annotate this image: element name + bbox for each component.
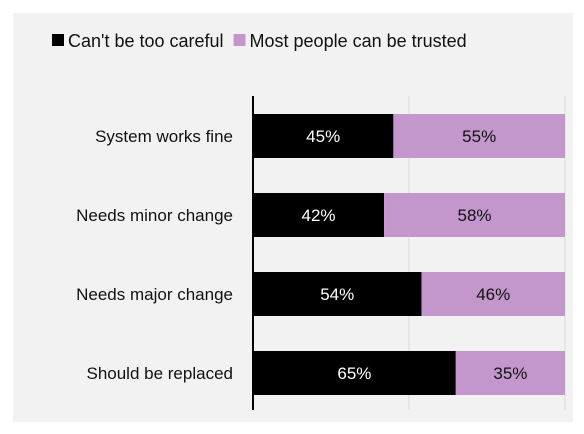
data-label: 46% bbox=[476, 285, 510, 304]
category-label: Needs major change bbox=[76, 285, 233, 304]
category-label: Should be replaced bbox=[86, 364, 233, 383]
legend-swatch bbox=[233, 34, 246, 46]
bar-segment-careful bbox=[253, 193, 385, 237]
bar-segment-trusted bbox=[455, 351, 565, 395]
legend: Can't be too careful Most people can be t… bbox=[52, 31, 467, 51]
data-label: 35% bbox=[493, 364, 527, 383]
legend-label: Most people can be trusted bbox=[250, 31, 467, 51]
bar-segment-trusted bbox=[384, 193, 565, 237]
data-label: 58% bbox=[458, 206, 492, 225]
data-label: 42% bbox=[302, 206, 336, 225]
bar-segment-careful bbox=[253, 114, 394, 158]
legend-label: Can't be too careful bbox=[68, 31, 224, 51]
data-label: 65% bbox=[337, 364, 371, 383]
bars: 45% 55% 42% 58% 54% 46% 65% 35% bbox=[253, 114, 565, 395]
category-label: System works fine bbox=[95, 127, 233, 146]
bar-segment-trusted bbox=[421, 272, 565, 316]
category-label: Needs minor change bbox=[76, 206, 233, 225]
data-label: 45% bbox=[306, 127, 340, 146]
category-labels: System works fine Needs minor change Needs… bbox=[76, 127, 233, 383]
legend-swatch bbox=[52, 34, 64, 46]
bar-segment-careful bbox=[253, 272, 422, 316]
bar-segment-trusted bbox=[393, 114, 565, 158]
bar-segment-careful bbox=[253, 351, 456, 395]
data-label: 55% bbox=[462, 127, 496, 146]
data-label: 54% bbox=[320, 285, 354, 304]
